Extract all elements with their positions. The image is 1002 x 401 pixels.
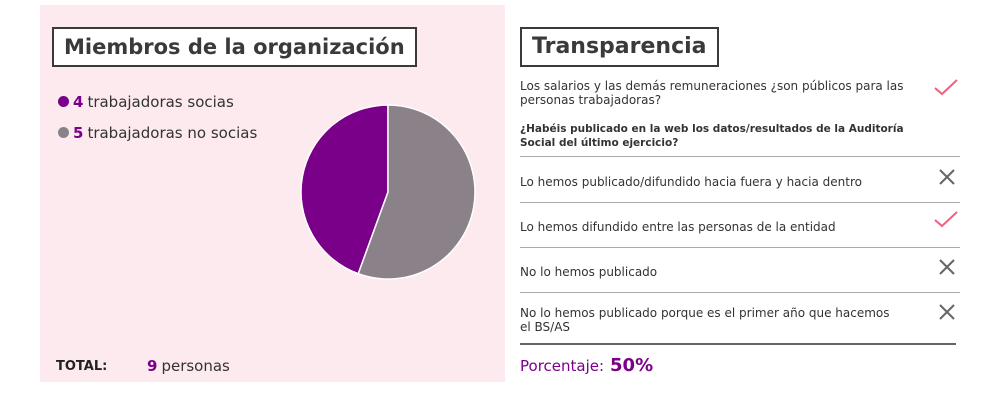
legend-label-no-socias: trabajadoras no socias	[87, 124, 258, 142]
divider	[520, 202, 960, 203]
percentage-value: 50%	[610, 355, 654, 376]
option-text: Lo hemos difundido entre las personas de…	[520, 220, 836, 234]
question-audit-text: ¿Habéis publicado en la web los datos/re…	[520, 123, 904, 149]
legend-count-no-socias: 5	[73, 124, 84, 142]
legend-item-no-socias: 5 trabajadoras no socias	[58, 124, 257, 142]
pie-slice-no-socias	[357, 104, 476, 280]
members-panel: Miembros de la organización 4 trabajadora…	[40, 5, 505, 382]
members-pie-chart	[300, 104, 476, 280]
option-text: No lo hemos publicado	[520, 265, 658, 279]
check-icon	[934, 79, 958, 96]
total-count: 9	[147, 357, 158, 375]
percentage: Porcentaje: 50%	[520, 355, 653, 376]
cross-icon	[939, 304, 955, 320]
total-label: TOTAL:	[56, 359, 108, 374]
legend-count-socias: 4	[73, 93, 84, 111]
transparency-title: Transparencia	[520, 27, 719, 67]
legend-label-socias: trabajadoras socias	[87, 93, 234, 111]
cross-icon	[939, 259, 955, 275]
option-text: No lo hemos publicado porque es el prime…	[520, 306, 890, 334]
divider-bottom	[520, 343, 956, 345]
option-text: Lo hemos publicado/difundido hacia fuera…	[520, 175, 862, 189]
pie-slice-socias	[300, 104, 389, 275]
total-value: 9 personas	[147, 357, 230, 375]
percentage-label: Porcentaje:	[520, 357, 605, 375]
legend-dot-no-socias	[58, 127, 69, 138]
members-title: Miembros de la organización	[52, 27, 417, 67]
cross-icon	[939, 169, 955, 185]
legend-item-socias: 4 trabajadoras socias	[58, 93, 234, 111]
divider	[520, 292, 960, 293]
divider	[520, 247, 960, 248]
check-icon	[934, 211, 958, 228]
question-salaries-text: Los salarios y las demás remuneraciones …	[520, 79, 904, 107]
divider	[520, 156, 960, 157]
total-unit: personas	[161, 357, 230, 375]
legend-dot-socias	[58, 96, 69, 107]
